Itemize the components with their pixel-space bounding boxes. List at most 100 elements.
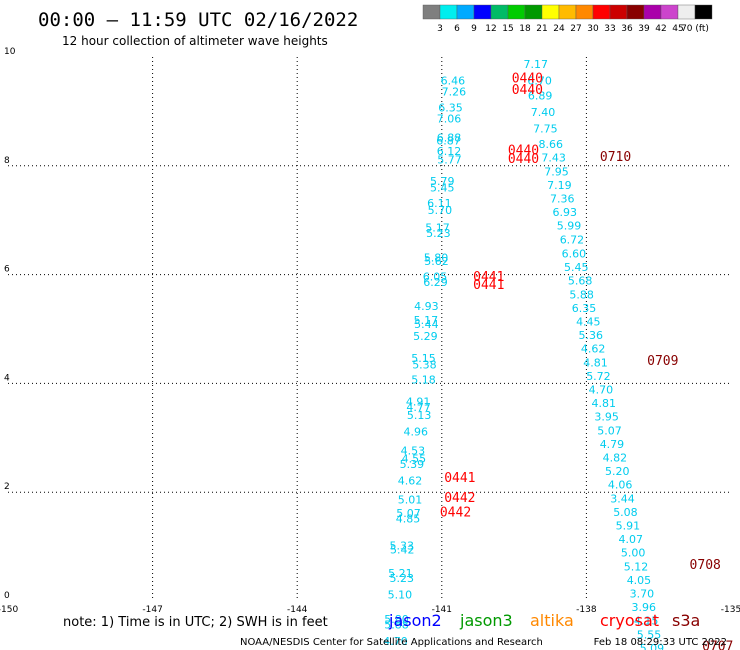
colorbar-label: 45	[672, 24, 683, 34]
colorbar-swatch	[643, 4, 662, 20]
colorbar-label: 42	[655, 24, 666, 34]
wave-height-value: 5.88	[384, 618, 409, 631]
wave-height-value: 6.05	[423, 270, 448, 283]
wave-height-value: 6.11	[427, 197, 452, 210]
wave-height-value: 7.36	[550, 193, 575, 206]
colorbar-label: 36	[621, 24, 633, 34]
wave-height-value: 5.20	[605, 465, 630, 478]
x-tick-label: -141	[432, 605, 452, 615]
y-axis-ticks: 0 2 4 6 8 10	[4, 47, 16, 601]
wave-height-value: 5.91	[616, 519, 641, 532]
wave-height-values: 6.467.266.357.066.886.876.125.775.795.45…	[383, 58, 664, 650]
wave-height-value: 4.70	[589, 383, 614, 396]
time-label: 0709	[647, 354, 678, 369]
wave-height-value: 4.53	[401, 444, 426, 457]
x-tick-label: -150	[0, 605, 18, 615]
wave-height-value: 6.89	[528, 90, 553, 103]
colorbar-label: 27	[570, 24, 581, 34]
time-label: 0441	[473, 270, 504, 285]
wave-height-value: 4.62	[398, 474, 423, 487]
y-tick-label: 6	[4, 265, 10, 275]
colorbar-label: 9	[471, 24, 477, 34]
wave-height-value: 7.06	[437, 113, 462, 126]
chart-grid	[8, 57, 731, 601]
wave-height-value: 5.08	[613, 506, 638, 519]
wave-height-value: 4.96	[404, 425, 429, 438]
wave-height-value: 4.55	[402, 453, 427, 466]
wave-height-value: 6.35	[572, 302, 597, 315]
wave-height-value: 6.60	[562, 247, 587, 260]
colorbar-label: 12	[485, 24, 496, 34]
wave-height-value: 5.00	[621, 547, 646, 560]
colorbar-label: 15	[502, 24, 513, 34]
y-tick-label: 8	[4, 156, 10, 166]
wave-height-value: 5.45	[564, 261, 589, 274]
time-label: 0440	[508, 144, 539, 159]
colorbar-swatch	[456, 4, 475, 20]
wave-height-value: 4.45	[576, 315, 601, 328]
colorbar-swatch	[439, 4, 458, 20]
x-tick-label: -138	[576, 605, 597, 615]
colorbar-swatch	[694, 4, 713, 20]
wave-height-value: 7.40	[531, 106, 556, 119]
chart-subtitle: 12 hour collection of altimeter wave hei…	[62, 34, 328, 48]
wave-height-value: 4.81	[592, 397, 617, 410]
wave-height-value: 8.66	[538, 138, 563, 151]
wave-height-value: 5.15	[411, 352, 436, 365]
wave-height-value: 7.17	[524, 58, 549, 71]
wave-height-value: 7.43	[541, 152, 566, 165]
wave-height-value: 6.93	[552, 206, 577, 219]
wave-height-value: 4.91	[406, 395, 431, 408]
wave-height-value: 5.45	[430, 182, 455, 195]
wave-height-value: 4.82	[603, 451, 628, 464]
time-labels: 0440044004400440044104410441044204420710…	[440, 71, 734, 650]
time-label: 0708	[690, 558, 721, 573]
colorbar-label: 70 (ft)	[681, 24, 709, 34]
wave-height-value: 6.29	[423, 276, 448, 289]
wave-height-value: 4.06	[608, 479, 633, 492]
wave-height-value: 7.95	[544, 165, 569, 178]
colorbar-label: 6	[454, 24, 460, 34]
colorbar-swatch	[541, 4, 560, 20]
wave-height-value: 4.85	[396, 512, 421, 525]
legend-item-s3a: s3a	[672, 611, 700, 630]
colorbar-swatch	[626, 4, 645, 20]
legend-item-cryosat: cryosat	[600, 611, 659, 630]
colorbar-swatch	[592, 4, 611, 20]
time-label: 0710	[600, 150, 631, 165]
legend-item-jason3: jason3	[459, 611, 513, 630]
wave-height-value: 5.72	[586, 370, 611, 383]
time-label: 0441	[444, 471, 475, 486]
wave-height-value: 3.95	[594, 411, 619, 424]
wave-height-value: 3.96	[632, 601, 657, 614]
wave-height-value: 3.44	[610, 492, 635, 505]
time-label: 0442	[444, 491, 475, 506]
wave-height-value: 5.17	[414, 314, 439, 327]
wave-height-value: 4.77	[406, 401, 431, 414]
wave-height-value: 5.38	[412, 358, 437, 371]
wave-height-value: 5.21	[388, 567, 413, 580]
wave-height-value: 5.01	[398, 493, 423, 506]
colorbar-label: 39	[638, 24, 650, 34]
wave-height-value: 5.29	[413, 330, 438, 343]
colorbar-label: 21	[536, 24, 547, 34]
wave-height-value: 6.70	[527, 74, 552, 87]
wave-height-value: 7.19	[547, 179, 572, 192]
x-tick-label: -147	[142, 605, 162, 615]
wave-height-value: 5.99	[557, 220, 582, 233]
wave-height-value: 6.87	[436, 134, 461, 147]
wave-height-value: 6.12	[437, 145, 462, 158]
wave-height-value: 5.44	[414, 318, 439, 331]
colorbar-label: 18	[519, 24, 531, 34]
wave-height-value: 4.93	[414, 300, 439, 313]
x-axis-ticks: -150 -147 -144 -141 -138 -135	[0, 605, 740, 615]
colorbar-swatch	[473, 4, 492, 20]
wave-height-value: 5.07	[396, 507, 421, 520]
wave-height-value: 6.35	[438, 102, 463, 115]
wave-height-value: 5.68	[568, 275, 593, 288]
wave-height-value: 5.23	[426, 227, 451, 240]
y-tick-label: 4	[4, 373, 10, 383]
wave-height-value: 6.88	[437, 132, 462, 145]
wave-height-value: 5.09	[640, 642, 665, 650]
